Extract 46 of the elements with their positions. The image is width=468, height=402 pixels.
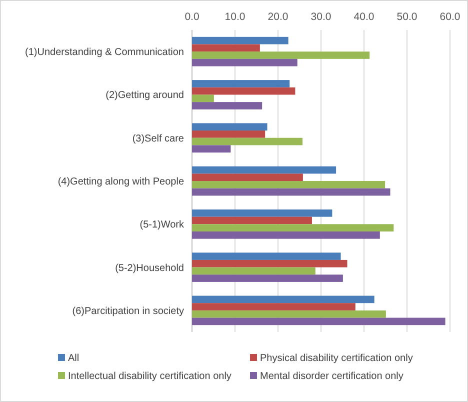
bar <box>192 318 446 326</box>
bar <box>192 209 332 217</box>
y-tick-label: (1)Understanding & Communication <box>25 47 184 58</box>
x-tick-label: 0.0 <box>184 11 200 23</box>
bar <box>192 145 231 153</box>
bar <box>192 80 290 88</box>
x-tick-label: 30.0 <box>310 11 332 23</box>
bar <box>192 252 341 260</box>
bar <box>192 174 303 181</box>
legend-label: All <box>68 353 80 364</box>
x-tick-label: 20.0 <box>268 11 288 23</box>
y-tick-label: (6)Parcitipation in society <box>72 306 184 317</box>
legend-label: Physical disability certification only <box>260 353 413 364</box>
bar <box>192 58 298 66</box>
bar <box>192 138 303 146</box>
bar <box>192 123 268 131</box>
bar <box>192 102 262 110</box>
bar <box>192 274 343 282</box>
bar <box>192 231 380 239</box>
bar <box>192 181 386 188</box>
bar <box>192 310 386 318</box>
x-tick-label: 40.0 <box>354 11 374 23</box>
bar <box>192 36 288 44</box>
y-tick-label: (5-1)Work <box>140 220 185 231</box>
x-tick-label: 50.0 <box>396 11 418 23</box>
bar <box>192 260 348 268</box>
bar <box>192 296 374 304</box>
bar <box>192 87 296 95</box>
bar <box>192 44 260 52</box>
bar <box>192 52 370 59</box>
y-tick-label: (4)Getting along with People <box>58 176 184 188</box>
y-tick-label: (2)Getting around <box>106 90 184 102</box>
bar <box>192 224 394 232</box>
bar <box>192 130 266 138</box>
y-tick-label: (3)Self care <box>132 133 184 144</box>
bar <box>192 216 312 224</box>
legend-label: Mental disorder certification only <box>260 371 404 382</box>
bar <box>192 303 356 310</box>
x-tick-label: 60.0 <box>440 11 460 23</box>
y-tick-label: (5-2)Household <box>115 262 184 274</box>
bar <box>192 166 336 174</box>
legend-label: Intellectual disability certification only <box>68 371 232 382</box>
bar <box>192 188 390 196</box>
bar <box>192 267 316 275</box>
bar <box>192 94 214 102</box>
x-tick-label: 10.0 <box>224 11 246 23</box>
